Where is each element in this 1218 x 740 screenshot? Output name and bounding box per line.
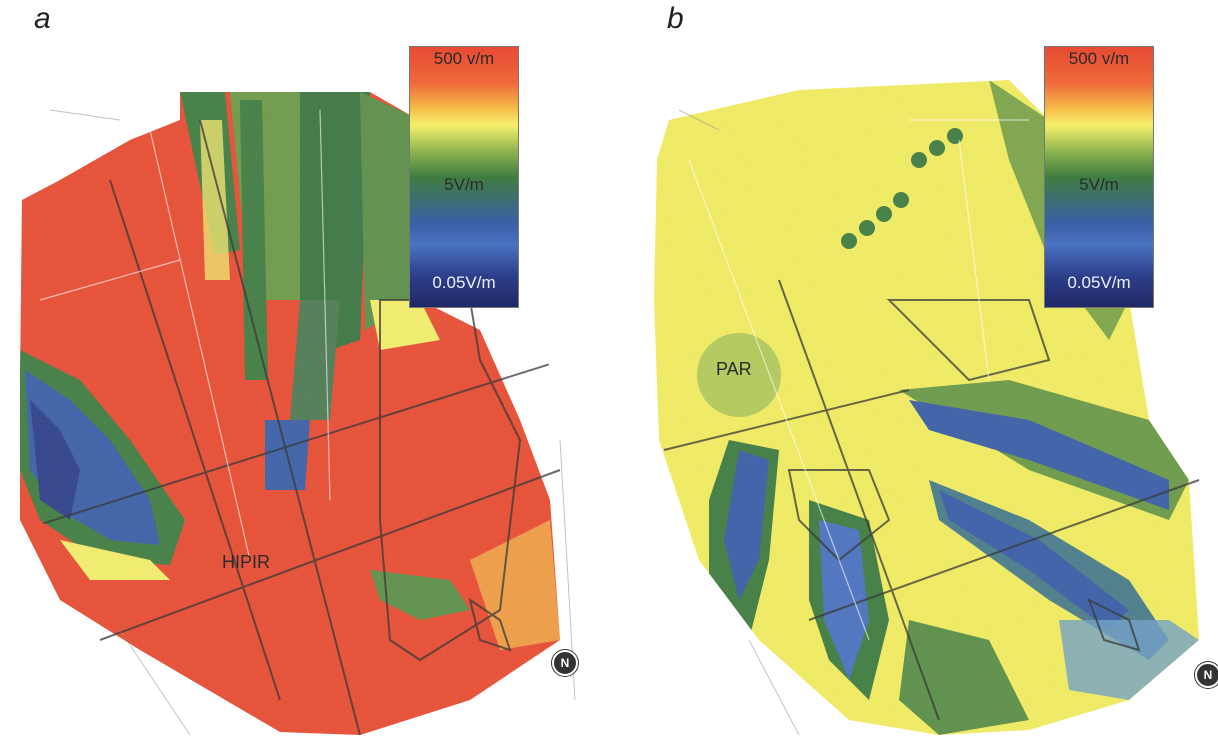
legend-min-label: 0.05V/m: [432, 273, 496, 292]
legend-mid-label: 5V/m: [444, 175, 484, 194]
site-label: PAR: [716, 359, 752, 379]
legend-gradient: [1045, 47, 1153, 307]
legend-gradient: [410, 47, 518, 307]
legend-min-label: 0.05V/m: [1067, 273, 1131, 292]
color-scale-legend: 500 v/m 5V/m 0.05V/m: [409, 46, 519, 308]
legend-max-label: 500 v/m: [433, 49, 495, 68]
panel-letter: a: [34, 2, 51, 35]
panel-letter: b: [667, 2, 684, 35]
color-scale-legend: 500 v/m 5V/m 0.05V/m: [1044, 46, 1154, 308]
compass-north-icon: N: [552, 650, 578, 676]
map-panel-a: a 500 v/m 5V/m 0.05V/m HIPIR N: [20, 2, 578, 736]
legend-mid-label: 5V/m: [1079, 175, 1119, 194]
compass-north-icon: N: [1195, 662, 1218, 688]
map-panel-b: b 500 v/m 5V/m 0.05V/m PAR N: [609, 0, 1218, 740]
legend-max-label: 500 v/m: [1068, 49, 1130, 68]
site-label: HIPIR: [222, 552, 271, 572]
